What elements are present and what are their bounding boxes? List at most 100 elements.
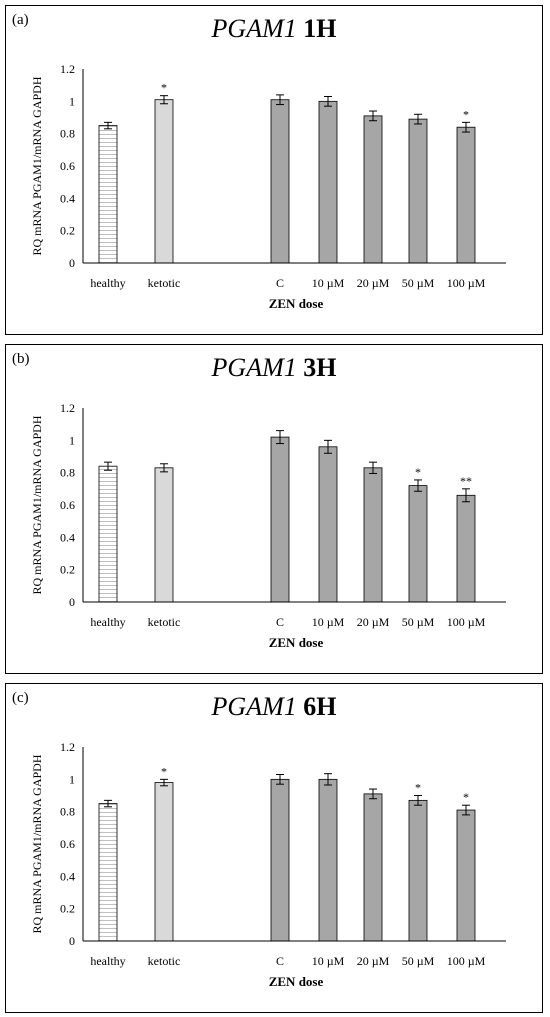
- y-tick-label: 0.6: [60, 498, 75, 512]
- significance-marker: **: [460, 474, 472, 488]
- x-tick-label: healthy: [90, 954, 125, 968]
- x-tick-label: 100 µM: [447, 615, 486, 629]
- bar: [270, 778, 290, 942]
- x-tick-label: ketotic: [148, 615, 181, 629]
- y-tick-label: 0.6: [60, 837, 75, 851]
- bar: [98, 125, 118, 264]
- x-tick-label: ketotic: [148, 276, 181, 290]
- bar: [98, 803, 118, 942]
- x-tick-label: 20 µM: [357, 276, 390, 290]
- error-bar: [324, 95, 332, 107]
- y-tick-label: 1: [69, 433, 75, 447]
- x-axis-label: ZEN dose: [269, 974, 324, 989]
- bar: [154, 99, 174, 264]
- x-tick-label: 20 µM: [357, 954, 390, 968]
- bar: [154, 467, 174, 603]
- title-gene: PGAM1: [211, 692, 297, 721]
- x-axis-label: ZEN dose: [269, 635, 324, 650]
- y-tick-label: 0.6: [60, 159, 75, 173]
- y-tick-label: 1.2: [60, 62, 75, 76]
- title-gene: PGAM1: [211, 353, 297, 382]
- error-bar: [369, 788, 377, 800]
- bar: [98, 465, 118, 603]
- error-bar: [462, 121, 470, 133]
- significance-marker: *: [161, 81, 167, 95]
- panel-label: (a): [12, 12, 29, 28]
- chart-panel-a: (a) PGAM1 1H 0 0.2 0.4 0.6 0.8 1 1.2 RQ mRNA PG…: [5, 5, 543, 335]
- x-tick-label: 100 µM: [447, 954, 486, 968]
- significance-marker: *: [463, 107, 469, 121]
- error-bar: [324, 773, 332, 786]
- x-tick-label: healthy: [90, 276, 125, 290]
- panel-label: (c): [12, 690, 29, 706]
- y-tick-label: 0.4: [60, 530, 75, 544]
- title-time: 6H: [303, 692, 337, 721]
- bar: [408, 799, 428, 942]
- x-tick-label: 10 µM: [312, 276, 345, 290]
- y-tick-label: 1: [69, 94, 75, 108]
- title-time: 1H: [303, 14, 337, 43]
- y-tick-label: 0.8: [60, 466, 75, 480]
- bar: [154, 782, 174, 942]
- y-tick-label: 1: [69, 772, 75, 786]
- bar: [270, 99, 290, 264]
- bar: [318, 778, 338, 942]
- error-bar: [324, 439, 332, 454]
- x-tick-label: C: [276, 276, 284, 290]
- error-bar: [104, 461, 112, 471]
- chart-title: PGAM1 1H: [6, 14, 542, 44]
- x-tick-label: 50 µM: [402, 615, 435, 629]
- bar-chart-svg: 0 0.2 0.4 0.6 0.8 1 1.2 RQ mRNA PGAM1/mRNA GAPD…: [30, 62, 506, 311]
- y-tick-label: 0.2: [60, 902, 75, 916]
- error-bar: [104, 121, 112, 130]
- x-axis-label: ZEN dose: [269, 296, 324, 311]
- title-time: 3H: [303, 353, 337, 382]
- y-tick-label: 0.2: [60, 224, 75, 238]
- significance-marker: *: [463, 790, 469, 804]
- panel-label: (b): [12, 351, 30, 367]
- y-tick-label: 0.4: [60, 191, 75, 205]
- error-bar: [104, 799, 112, 808]
- bar: [408, 485, 428, 603]
- bar: [456, 494, 476, 603]
- bar: [270, 436, 290, 603]
- error-bar: [160, 95, 168, 105]
- bar: [363, 467, 383, 603]
- chart-panel-b: (b) PGAM1 3H 0 0.2 0.4 0.6 0.8 1 1.2 RQ mRNA PG…: [5, 344, 543, 674]
- error-bar: [414, 113, 422, 125]
- error-bar: [369, 461, 377, 474]
- x-tick-label: 10 µM: [312, 954, 345, 968]
- y-tick-label: 0: [69, 934, 75, 948]
- error-bar: [160, 463, 168, 473]
- error-bar: [369, 110, 377, 122]
- x-tick-label: ketotic: [148, 954, 181, 968]
- error-bar: [276, 430, 284, 445]
- significance-marker: *: [161, 764, 167, 778]
- error-bar: [462, 488, 470, 503]
- title-gene: PGAM1: [211, 14, 297, 43]
- y-axis-label: RQ mRNA PGAM1/mRNA GAPDH: [30, 76, 44, 255]
- bar: [363, 115, 383, 264]
- x-tick-label: healthy: [90, 615, 125, 629]
- y-axis-label: RQ mRNA PGAM1/mRNA GAPDH: [30, 754, 44, 933]
- error-bar: [462, 804, 470, 816]
- bar: [318, 446, 338, 603]
- error-bar: [160, 778, 168, 787]
- x-tick-label: 20 µM: [357, 615, 390, 629]
- error-bar: [276, 94, 284, 106]
- error-bar: [414, 479, 422, 492]
- y-tick-label: 1.2: [60, 401, 75, 415]
- x-tick-label: C: [276, 615, 284, 629]
- significance-marker: *: [415, 465, 421, 479]
- x-tick-label: 100 µM: [447, 276, 486, 290]
- bar-chart-svg: 0 0.2 0.4 0.6 0.8 1 1.2 RQ mRNA PGAM1/mRNA GAPD…: [30, 740, 506, 989]
- error-bar: [276, 773, 284, 785]
- y-tick-label: 0: [69, 256, 75, 270]
- significance-marker: *: [415, 781, 421, 795]
- error-bar: [414, 795, 422, 806]
- chart-panel-c: (c) PGAM1 6H 0 0.2 0.4 0.6 0.8 1 1.2 RQ mRNA PG…: [5, 683, 543, 1013]
- x-tick-label: 10 µM: [312, 615, 345, 629]
- y-tick-label: 0.2: [60, 563, 75, 577]
- chart-title: PGAM1 6H: [6, 692, 542, 722]
- chart-title: PGAM1 3H: [6, 353, 542, 383]
